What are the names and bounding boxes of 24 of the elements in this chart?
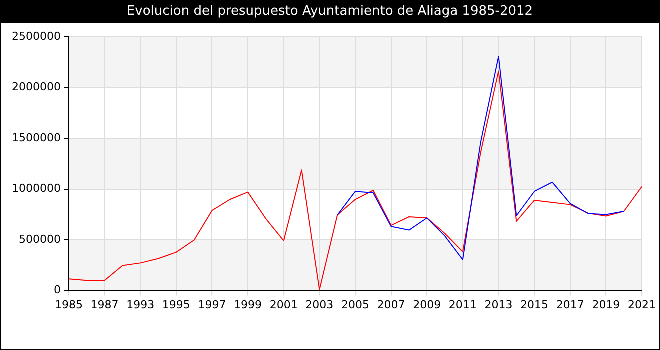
x-tick-label: 1987: [90, 298, 119, 312]
y-tick-label: 2000000: [12, 80, 61, 94]
y-tick-label: 2500000: [12, 30, 61, 43]
x-tick-label: 1995: [162, 298, 190, 312]
x-tick-label: 2007: [377, 298, 406, 312]
x-tick-label: 2017: [556, 298, 584, 312]
chart-title: Evolucion del presupuesto Ayuntamiento de Aliaga 1985-2012: [1, 1, 659, 23]
y-tick-label: 1500000: [12, 131, 61, 144]
x-tick-label: 2003: [306, 298, 334, 312]
y-tick-label: 0: [54, 284, 61, 297]
x-tick-label: 2005: [341, 298, 370, 312]
x-tick-label: 2021: [628, 298, 656, 312]
x-tick-label: 2001: [270, 298, 298, 312]
x-tick-label: 1985: [54, 298, 83, 312]
x-tick-label: 2013: [484, 298, 513, 312]
y-tick-label: 500000: [18, 232, 61, 246]
y-tick-label: 1000000: [12, 182, 61, 196]
x-tick-label: 1993: [126, 298, 155, 312]
x-tick-label: 2011: [448, 298, 477, 312]
x-tick-label: 1999: [234, 298, 262, 312]
x-tick-label: 2009: [413, 298, 442, 312]
x-tick-label: 2019: [592, 298, 620, 312]
x-tick-label: 1997: [198, 298, 226, 312]
x-tick-label: 2015: [520, 298, 549, 312]
